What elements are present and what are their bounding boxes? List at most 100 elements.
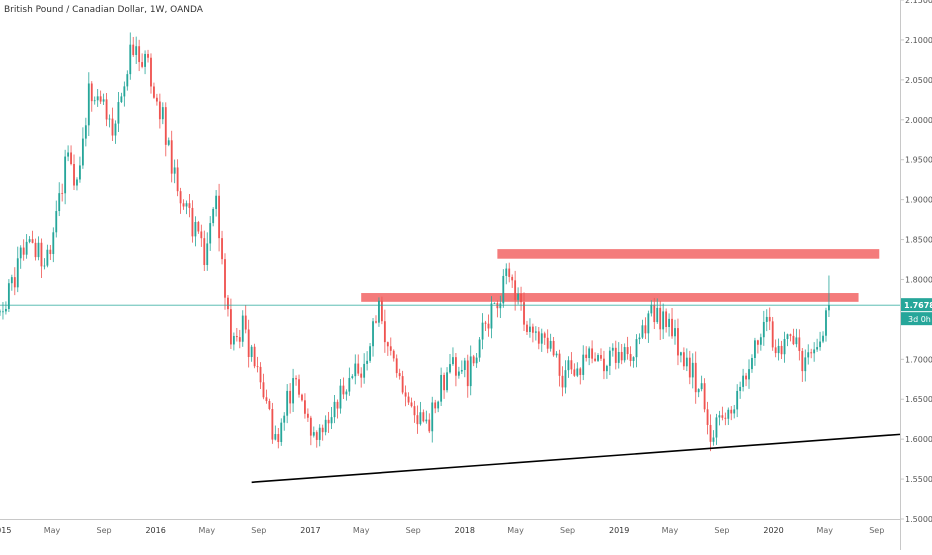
candle-body xyxy=(209,223,212,244)
candle xyxy=(665,308,668,333)
candle xyxy=(179,187,182,214)
time-tick-label: Sep xyxy=(560,526,575,535)
candle xyxy=(232,332,235,351)
candle xyxy=(585,346,588,362)
candle xyxy=(656,298,659,324)
candle xyxy=(70,145,72,166)
candle xyxy=(392,349,395,362)
candle xyxy=(452,347,454,366)
countdown-label-bg xyxy=(901,312,932,326)
candle-body xyxy=(564,370,567,388)
candle-body xyxy=(534,331,537,333)
candle xyxy=(22,239,25,261)
candle-body xyxy=(309,417,312,436)
candle-body xyxy=(40,242,43,267)
candle-body xyxy=(428,419,431,432)
candle xyxy=(120,92,123,104)
candle-body xyxy=(70,152,72,165)
candle xyxy=(514,270,517,311)
candle-body xyxy=(0,311,1,313)
candle xyxy=(25,234,28,259)
candle-body xyxy=(366,360,369,364)
candle xyxy=(31,230,34,244)
candle xyxy=(736,384,739,418)
candle xyxy=(206,232,209,271)
candle-body xyxy=(517,293,520,300)
candle-body xyxy=(739,386,742,391)
candle-body xyxy=(185,203,188,207)
candle-body xyxy=(603,358,605,372)
candle xyxy=(457,366,460,379)
candle xyxy=(555,351,558,358)
candle-body xyxy=(179,191,182,204)
candle xyxy=(437,400,440,413)
candle-body xyxy=(268,401,271,409)
candle xyxy=(472,354,475,367)
candle xyxy=(466,354,469,398)
candle-body xyxy=(250,346,253,358)
candle-body xyxy=(721,415,724,418)
candle xyxy=(212,207,215,227)
candle-body xyxy=(401,376,404,393)
candle-body xyxy=(526,324,528,332)
candle xyxy=(167,137,170,147)
candle-body xyxy=(505,268,508,276)
candle-body xyxy=(351,376,354,378)
candle-body xyxy=(446,372,448,391)
candle-body xyxy=(703,383,706,410)
candle xyxy=(484,320,487,332)
candle xyxy=(798,329,801,361)
candle xyxy=(235,327,238,342)
candle xyxy=(227,294,229,317)
price-tick-label: 1.55000 xyxy=(905,475,932,484)
candle-body xyxy=(549,340,552,349)
candle xyxy=(46,244,49,268)
candle-body xyxy=(608,350,611,366)
candle xyxy=(644,317,647,340)
candle xyxy=(126,70,129,91)
candle xyxy=(304,393,306,419)
candle-body xyxy=(102,99,105,102)
candle-body xyxy=(677,328,679,356)
candle xyxy=(342,377,345,400)
candle xyxy=(446,367,448,393)
candle xyxy=(369,342,371,363)
candle xyxy=(10,274,13,291)
candle xyxy=(440,367,443,407)
candle-body xyxy=(520,293,522,303)
candle-body xyxy=(626,347,629,355)
chart-title: British Pound / Canadian Dollar, 1W, OAN… xyxy=(4,5,203,15)
candle-body xyxy=(801,350,804,372)
last-price-label: 1.76781 xyxy=(904,301,932,310)
candle-body xyxy=(422,412,425,422)
candle-body xyxy=(700,383,703,390)
candle-body xyxy=(93,100,96,102)
candle xyxy=(496,300,499,318)
candle xyxy=(327,411,330,433)
candle xyxy=(668,313,670,337)
candle xyxy=(301,393,303,402)
candle xyxy=(395,354,398,378)
candle xyxy=(52,227,55,263)
candle xyxy=(348,367,351,396)
candle-body xyxy=(147,53,149,58)
candle xyxy=(526,320,528,336)
candle xyxy=(256,356,259,373)
candle xyxy=(224,253,226,310)
candle xyxy=(724,412,727,426)
candle-body xyxy=(644,325,647,334)
candle-body xyxy=(546,337,549,349)
candle-body xyxy=(25,241,28,255)
candle-body xyxy=(87,83,90,126)
candle xyxy=(428,413,431,434)
candle xyxy=(312,426,315,438)
candle xyxy=(129,32,132,80)
candle xyxy=(635,334,638,368)
time-tick-label: 2016 xyxy=(145,526,165,535)
candle-body xyxy=(28,239,31,242)
candle xyxy=(810,348,813,359)
candle xyxy=(748,359,750,389)
candle xyxy=(49,244,52,261)
